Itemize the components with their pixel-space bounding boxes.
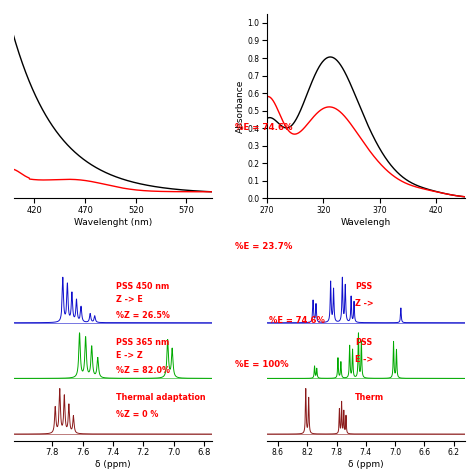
Y-axis label: Absorbance: Absorbance <box>236 80 245 133</box>
Text: Thermal adaptation: Thermal adaptation <box>116 393 206 402</box>
Text: E ->: E -> <box>355 355 373 364</box>
Text: %E = 23.7%: %E = 23.7% <box>235 242 292 251</box>
X-axis label: Wavelengh: Wavelengh <box>341 218 391 227</box>
Text: %Z = 26.5%: %Z = 26.5% <box>116 310 170 319</box>
Text: PSS: PSS <box>355 282 372 291</box>
Text: %E = 74.6%: %E = 74.6% <box>235 123 292 132</box>
Text: Z ->: Z -> <box>355 299 374 308</box>
X-axis label: δ (ppm): δ (ppm) <box>95 460 131 469</box>
Text: %E = 74.6%: %E = 74.6% <box>269 316 325 325</box>
X-axis label: Wavelenght (nm): Wavelenght (nm) <box>74 218 152 227</box>
X-axis label: δ (ppm): δ (ppm) <box>348 460 383 469</box>
Text: %Z = 0 %: %Z = 0 % <box>116 410 158 419</box>
Text: E -> Z: E -> Z <box>116 351 143 360</box>
Text: %Z = 82.0%: %Z = 82.0% <box>116 366 170 375</box>
Text: Z -> E: Z -> E <box>116 295 143 304</box>
Text: PSS: PSS <box>355 337 372 346</box>
Text: PSS 365 nm: PSS 365 nm <box>116 337 169 346</box>
Text: %E = 100%: %E = 100% <box>235 360 288 369</box>
Text: PSS 450 nm: PSS 450 nm <box>116 282 169 291</box>
Text: Therm: Therm <box>355 393 384 402</box>
